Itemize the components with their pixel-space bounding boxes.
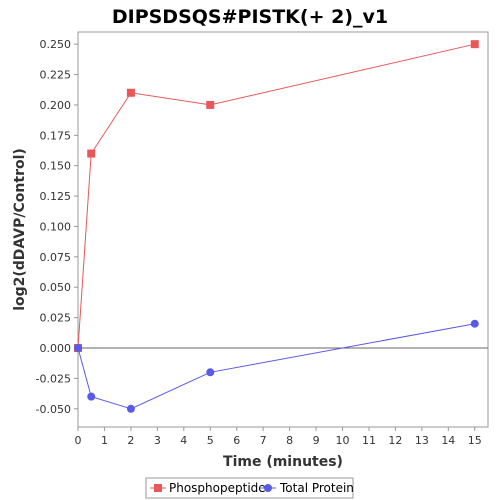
y-tick-label: 0.150 [40,160,72,173]
y-tick-label: 0.025 [40,312,72,325]
data-point-total-protein [470,319,479,328]
y-tick-label: 0.050 [40,281,72,294]
y-tick-label: 0.100 [40,220,72,233]
y-tick-label: 0.075 [40,251,72,264]
data-point-total-protein [87,392,96,401]
y-axis-ticks: -0.050 -0.025 0.000 0.025 0.050 0.075 0.100 0.1… [36,38,78,416]
x-tick-label: 8 [286,434,293,447]
x-tick-label: 6 [233,434,240,447]
plot-area [77,31,489,428]
x-axis-ticks: 0 1 2 3 4 5 6 7 8 9 10 11 12 13 14 15 [75,427,482,447]
x-tick-label: 4 [180,434,187,447]
legend-marker-square [154,484,162,492]
y-tick-label: 0.200 [40,99,72,112]
x-tick-label: 7 [260,434,267,447]
x-tick-label: 0 [75,434,82,447]
chart-title: DIPSDSQS#PISTK(+ 2)_v1 [112,6,388,28]
y-tick-label: 0.175 [40,129,72,142]
x-tick-label: 13 [415,434,429,447]
x-tick-label: 15 [468,434,482,447]
x-tick-label: 12 [388,434,402,447]
legend: Phosphopeptide Total Protein [145,477,354,499]
x-tick-label: 9 [313,434,320,447]
legend-label-total-protein: Total Protein [279,481,354,495]
x-tick-label: 5 [207,434,214,447]
x-axis-title: Time (minutes) [223,454,343,470]
data-point-phosphopeptide [87,149,96,158]
y-axis-title: log2(dDAVP/Control) [12,148,28,311]
y-tick-label: 0.225 [40,69,72,82]
y-tick-label: 0.000 [40,342,72,355]
legend-marker-circle [264,484,272,492]
x-tick-label: 14 [441,434,455,447]
legend-label-phosphopeptide: Phosphopeptide [169,481,266,495]
y-tick-label: 0.250 [40,38,72,51]
legend-item-total-protein: Total Protein [260,481,354,495]
x-tick-label: 2 [127,434,134,447]
data-point-total-protein [126,404,135,413]
x-tick-label: 3 [154,434,161,447]
x-tick-label: 10 [336,434,350,447]
x-tick-label: 1 [101,434,108,447]
data-point-total-protein [74,344,82,352]
y-tick-label: 0.125 [40,190,72,203]
data-point-phosphopeptide [126,88,135,97]
y-tick-label: -0.050 [36,403,71,416]
legend-box [145,477,354,499]
series-layer [74,40,479,413]
y-tick-label: -0.025 [36,372,71,385]
legend-item-phosphopeptide: Phosphopeptide [150,481,266,495]
data-point-phosphopeptide [470,40,479,49]
data-point-phosphopeptide [206,100,215,109]
x-tick-label: 11 [362,434,376,447]
data-point-total-protein [206,368,215,377]
